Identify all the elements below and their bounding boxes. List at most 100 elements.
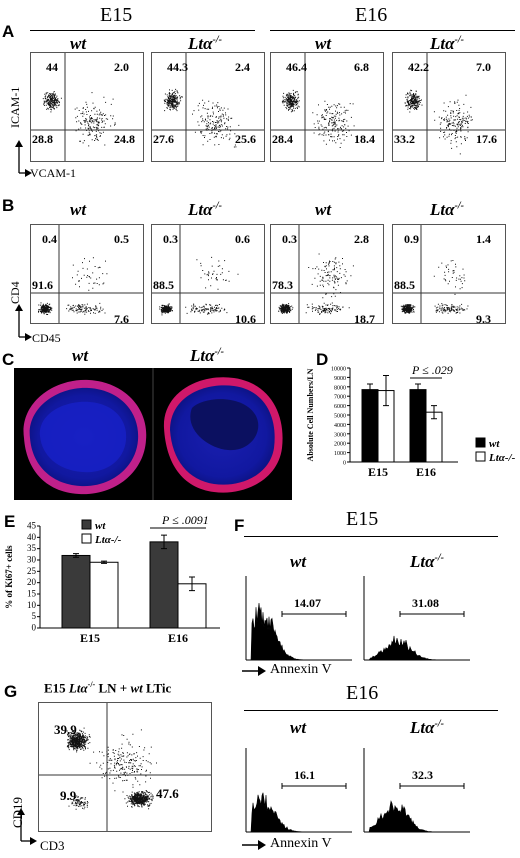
- e-ytick: 5: [32, 611, 37, 621]
- e16-header: E16: [355, 4, 388, 26]
- d-errorbar: [383, 375, 389, 407]
- a-plot-2: [151, 52, 266, 163]
- a-quad-ll-1: 28.8: [32, 132, 53, 146]
- f-x-axis-label-1: Annexin V: [270, 662, 332, 677]
- b-quad-ul-3: 0.3: [282, 232, 297, 246]
- d-ytick: 6000: [334, 404, 346, 410]
- e-ytick: 20: [27, 577, 37, 587]
- f-arrow-2: [242, 840, 266, 850]
- d-ytick: 3000: [334, 432, 346, 438]
- f-annexin-value-3: 16.1: [294, 768, 315, 782]
- b-dots-4: [393, 225, 507, 325]
- e-ytick: 40: [27, 532, 37, 542]
- f-annexin-value-1: 14.07: [294, 596, 321, 610]
- e15-rule: [30, 30, 255, 31]
- a-quad-ul-3: 46.4: [286, 60, 307, 74]
- e-bar-wt-e16: [149, 541, 179, 629]
- a-quad-lr-3: 18.4: [354, 132, 375, 146]
- e-y-axis-label: % of Ki67+ cells: [4, 545, 14, 609]
- a-quad-ll-3: 28.4: [272, 132, 293, 146]
- e-legend-label-2: Ltα-/-: [94, 534, 122, 546]
- a-quad-ur-3: 6.8: [354, 60, 369, 74]
- c-micrograph: [14, 368, 292, 500]
- g-dots: [39, 703, 213, 833]
- b-quad-ll-3: 78.3: [272, 278, 293, 292]
- d-ytick: 0: [343, 461, 346, 467]
- f-x-axis-label-2: Annexin V: [270, 836, 332, 851]
- a-axis-arrows: [15, 140, 32, 177]
- panel-b-letter: B: [2, 196, 15, 215]
- a-quad-ll-4: 33.2: [394, 132, 415, 146]
- g-quad-ul: 39.9: [54, 722, 77, 737]
- d-ytick: 8000: [334, 385, 346, 391]
- a-genotype-3: wt: [315, 34, 332, 53]
- f-e15-header: E15: [346, 508, 379, 530]
- a-genotype-1: wt: [70, 34, 87, 53]
- g-x-axis-label: CD3: [40, 838, 65, 853]
- d-ytick: 2000: [334, 442, 346, 448]
- a-x-axis-label: VCAM-1: [30, 166, 77, 180]
- b-x-axis-label: CD45: [32, 331, 61, 345]
- e-ytick: 0: [32, 623, 37, 633]
- f-genotype-4: Ltα-/-: [410, 718, 444, 737]
- panel-e-letter: E: [4, 512, 16, 531]
- a-quad-ul-4: 42.2: [408, 60, 429, 74]
- a-plot-4: [392, 52, 507, 163]
- d-ytick: 5000: [334, 414, 346, 420]
- b-quad-lr-3: 18.7: [354, 312, 375, 326]
- f-arrow-1: [242, 666, 266, 676]
- f-e15-rule: [244, 536, 498, 537]
- d-ytick: 1000: [334, 451, 346, 457]
- a-dots-1: [31, 53, 145, 163]
- panel-g-letter: G: [4, 682, 18, 701]
- e-bar-wt-e15: [61, 554, 91, 629]
- d-xtick-e16: E16: [416, 465, 436, 479]
- b-quad-ur-1: 0.5: [114, 232, 129, 246]
- b-axis-arrows: [15, 304, 32, 341]
- b-quad-lr-4: 9.3: [476, 312, 491, 326]
- d-ytick: 7000: [334, 395, 346, 401]
- panel-f-letter: F: [234, 516, 245, 535]
- d-bar-wt-e16: [409, 389, 427, 463]
- b-dots-3: [271, 225, 385, 325]
- a-quad-lr-1: 24.8: [114, 132, 135, 146]
- d-legend-label-1: wt: [489, 438, 500, 450]
- b-plot-1: [30, 224, 145, 325]
- e-errorbar: [73, 553, 79, 558]
- g-axis-arrows: [17, 808, 37, 845]
- b-plot-3: [270, 224, 385, 325]
- f-histogram-1: [245, 576, 352, 661]
- e15-header: E15: [100, 4, 133, 26]
- c-genotype-1: wt: [72, 346, 89, 365]
- c-genotype-2: Ltα-/-: [190, 346, 224, 365]
- d-bar-lt-e16: [425, 411, 443, 463]
- b-plot-2: [151, 224, 266, 325]
- a-quad-ll-2: 27.6: [153, 132, 174, 146]
- d-legend-swatch-2: [475, 451, 486, 462]
- b-quad-lr-1: 7.6: [114, 312, 129, 326]
- a-quad-lr-2: 25.6: [235, 132, 256, 146]
- f-histogram-3: [245, 748, 352, 833]
- f-histogram-4: [363, 748, 470, 833]
- b-genotype-3: wt: [315, 200, 332, 219]
- e-errorbar: [161, 534, 167, 550]
- a-quad-ul-1: 44: [46, 60, 58, 74]
- b-quad-ll-2: 88.5: [153, 278, 174, 292]
- d-ytick: 4000: [334, 423, 346, 429]
- d-errorbar: [431, 405, 437, 420]
- d-errorbar: [415, 383, 421, 396]
- panel-a-letter: A: [2, 22, 15, 41]
- f-annexin-value-4: 32.3: [412, 768, 433, 782]
- e-ytick: 30: [27, 555, 37, 565]
- g-plot: [38, 702, 213, 833]
- a-y-axis-label: ICAM-1: [8, 86, 22, 128]
- f-annexin-value-2: 31.08: [412, 596, 439, 610]
- a-dots-4: [393, 53, 507, 163]
- a-quad-ur-1: 2.0: [114, 60, 129, 74]
- b-quad-ll-1: 91.6: [32, 278, 53, 292]
- e-legend-swatch-1: [81, 519, 92, 530]
- b-quad-lr-2: 10.6: [235, 312, 256, 326]
- a-dots-3: [271, 53, 385, 163]
- e-legend-label-1: wt: [95, 520, 106, 532]
